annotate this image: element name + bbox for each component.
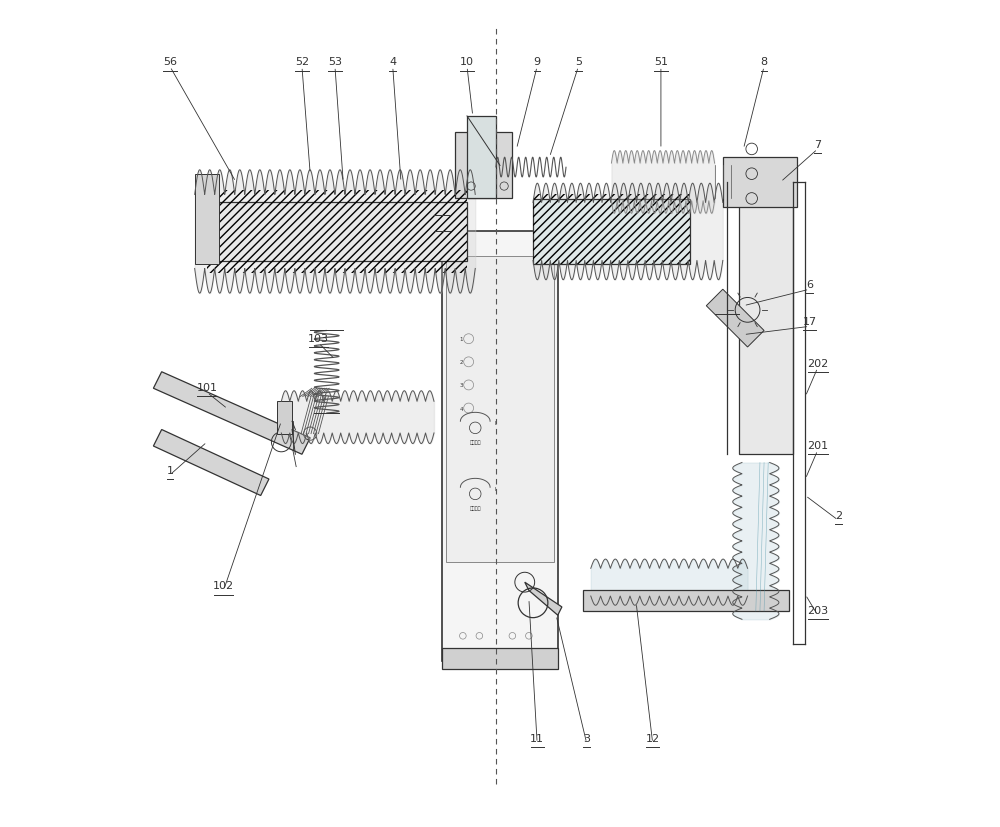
Bar: [442, 648, 558, 669]
Text: 103: 103: [308, 333, 329, 343]
Text: 52: 52: [295, 57, 309, 67]
Bar: [723, 158, 797, 208]
Text: I: I: [494, 421, 496, 426]
Bar: [442, 232, 558, 661]
Text: 53: 53: [328, 57, 342, 67]
Text: 5: 5: [575, 57, 582, 67]
Text: 56: 56: [163, 57, 177, 67]
Text: 接地开关: 接地开关: [469, 506, 481, 511]
Text: 6: 6: [806, 280, 813, 290]
Bar: [533, 195, 690, 265]
Text: 10: 10: [460, 57, 474, 67]
Text: 1: 1: [166, 466, 173, 476]
Text: 2: 2: [459, 360, 463, 365]
Text: 4: 4: [389, 57, 396, 67]
Bar: [195, 174, 219, 265]
Text: 201: 201: [807, 441, 828, 451]
Text: 9: 9: [534, 57, 541, 67]
Text: 101: 101: [197, 383, 218, 393]
Text: 102: 102: [213, 581, 234, 590]
Text: 12: 12: [646, 734, 660, 743]
Bar: [467, 117, 496, 199]
Text: 3: 3: [583, 734, 590, 743]
Text: 11: 11: [530, 734, 544, 743]
Polygon shape: [525, 582, 562, 615]
Text: 隔离开关: 隔离开关: [469, 440, 481, 445]
Text: 1: 1: [459, 337, 463, 342]
Text: 7: 7: [814, 140, 821, 150]
Text: 202: 202: [807, 358, 828, 368]
Text: 4: 4: [459, 406, 463, 411]
Text: 17: 17: [802, 317, 817, 327]
Bar: [203, 203, 467, 261]
Polygon shape: [706, 290, 764, 347]
Text: 8: 8: [761, 57, 768, 67]
Bar: [446, 257, 554, 562]
Text: 3: 3: [459, 383, 463, 388]
Polygon shape: [153, 372, 310, 455]
Text: I: I: [494, 487, 496, 492]
Bar: [739, 166, 793, 455]
Polygon shape: [153, 430, 269, 496]
Bar: [207, 191, 467, 274]
Text: 2: 2: [835, 510, 842, 521]
Bar: [277, 401, 292, 434]
Text: 51: 51: [654, 57, 668, 67]
Text: 203: 203: [807, 605, 828, 615]
Bar: [583, 590, 789, 611]
Bar: [455, 133, 512, 199]
Bar: [533, 200, 690, 265]
